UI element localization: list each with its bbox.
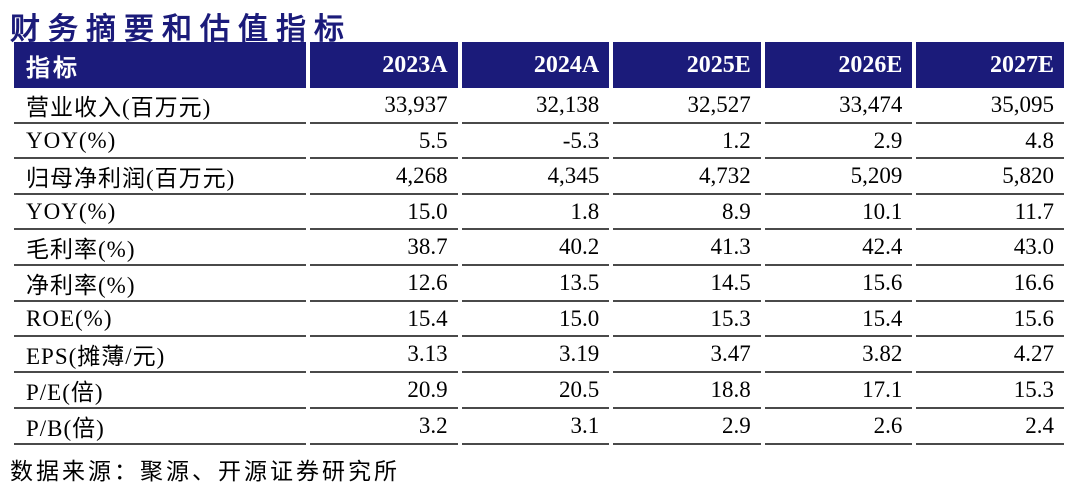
cell-value: 5,209 bbox=[764, 159, 913, 195]
table-header-row: 指标 2023A 2024A 2025E 2026E 2027E bbox=[14, 42, 1064, 88]
cell-value: 15.6 bbox=[764, 266, 913, 302]
cell-value: 18.8 bbox=[613, 373, 761, 409]
row-label: EPS(摊薄/元) bbox=[14, 337, 306, 373]
table-row: P/E(倍) 20.9 20.5 18.8 17.1 15.3 bbox=[14, 373, 1064, 409]
data-source-note: 数据来源：聚源、开源证券研究所 bbox=[10, 459, 400, 484]
cell-value: 13.5 bbox=[461, 266, 610, 302]
cell-value: 8.9 bbox=[613, 195, 761, 230]
table-row: ROE(%) 15.4 15.0 15.3 15.4 15.6 bbox=[14, 302, 1064, 337]
table-row: EPS(摊薄/元) 3.13 3.19 3.47 3.82 4.27 bbox=[14, 337, 1064, 373]
cell-value: 12.6 bbox=[310, 266, 458, 302]
column-header-indicator: 指标 bbox=[14, 42, 306, 88]
cell-value: 14.5 bbox=[613, 266, 761, 302]
cell-value: 40.2 bbox=[461, 230, 610, 266]
cell-value: 10.1 bbox=[764, 195, 913, 230]
cell-value: 15.4 bbox=[310, 302, 458, 337]
column-header-2026E: 2026E bbox=[764, 42, 913, 88]
cell-value: 20.9 bbox=[310, 373, 458, 409]
cell-value: 15.0 bbox=[461, 302, 610, 337]
table-body: 营业收入(百万元) 33,937 32,138 32,527 33,474 35,095 Y… bbox=[14, 88, 1064, 445]
cell-value: 42.4 bbox=[764, 230, 913, 266]
cell-value: 15.3 bbox=[916, 373, 1064, 409]
column-header-2023A: 2023A bbox=[310, 42, 458, 88]
table-row: YOY(%) 5.5 -5.3 1.2 2.9 4.8 bbox=[14, 124, 1064, 159]
cell-value: 15.0 bbox=[310, 195, 458, 230]
cell-value: 20.5 bbox=[461, 373, 610, 409]
column-header-2025E: 2025E bbox=[613, 42, 761, 88]
cell-value: 3.13 bbox=[310, 337, 458, 373]
cell-value: 3.19 bbox=[461, 337, 610, 373]
cell-value: 4,268 bbox=[310, 159, 458, 195]
cell-value: 1.2 bbox=[613, 124, 761, 159]
cell-value: 2.6 bbox=[764, 409, 913, 445]
cell-value: 15.3 bbox=[613, 302, 761, 337]
cell-value: 3.2 bbox=[310, 409, 458, 445]
row-label: P/B(倍) bbox=[14, 409, 306, 445]
cell-value: 33,937 bbox=[310, 88, 458, 124]
table-row: 净利率(%) 12.6 13.5 14.5 15.6 16.6 bbox=[14, 266, 1064, 302]
cell-value: 17.1 bbox=[764, 373, 913, 409]
cell-value: 4.8 bbox=[916, 124, 1064, 159]
cell-value: -5.3 bbox=[461, 124, 610, 159]
table-row: YOY(%) 15.0 1.8 8.9 10.1 11.7 bbox=[14, 195, 1064, 230]
row-label: ROE(%) bbox=[14, 302, 306, 337]
cell-value: 3.47 bbox=[613, 337, 761, 373]
row-label: P/E(倍) bbox=[14, 373, 306, 409]
row-label: 毛利率(%) bbox=[14, 230, 306, 266]
cell-value: 2.4 bbox=[916, 409, 1064, 445]
row-label: 归母净利润(百万元) bbox=[14, 159, 306, 195]
row-label: YOY(%) bbox=[14, 195, 306, 230]
row-label: YOY(%) bbox=[14, 124, 306, 159]
cell-value: 15.4 bbox=[764, 302, 913, 337]
table-row: 归母净利润(百万元) 4,268 4,345 4,732 5,209 5,820 bbox=[14, 159, 1064, 195]
cell-value: 32,527 bbox=[613, 88, 761, 124]
table-row: 营业收入(百万元) 33,937 32,138 32,527 33,474 35,095 bbox=[14, 88, 1064, 124]
cell-value: 41.3 bbox=[613, 230, 761, 266]
cell-value: 16.6 bbox=[916, 266, 1064, 302]
cell-value: 5.5 bbox=[310, 124, 458, 159]
cell-value: 3.82 bbox=[764, 337, 913, 373]
table-header: 指标 2023A 2024A 2025E 2026E 2027E bbox=[14, 42, 1064, 88]
cell-value: 2.9 bbox=[764, 124, 913, 159]
table-row: P/B(倍) 3.2 3.1 2.9 2.6 2.4 bbox=[14, 409, 1064, 445]
cell-value: 15.6 bbox=[916, 302, 1064, 337]
cell-value: 3.1 bbox=[461, 409, 610, 445]
column-header-2027E: 2027E bbox=[916, 42, 1064, 88]
cell-value: 4,732 bbox=[613, 159, 761, 195]
cell-value: 43.0 bbox=[916, 230, 1064, 266]
cell-value: 1.8 bbox=[461, 195, 610, 230]
cell-value: 35,095 bbox=[916, 88, 1064, 124]
page-title: 财务摘要和估值指标 bbox=[10, 13, 352, 46]
cell-value: 33,474 bbox=[764, 88, 913, 124]
table-row: 毛利率(%) 38.7 40.2 41.3 42.4 43.0 bbox=[14, 230, 1064, 266]
financial-summary-table: 指标 2023A 2024A 2025E 2026E 2027E 营业收入(百万元) 33,… bbox=[10, 42, 1068, 445]
cell-value: 4.27 bbox=[916, 337, 1064, 373]
row-label: 营业收入(百万元) bbox=[14, 88, 306, 124]
cell-value: 38.7 bbox=[310, 230, 458, 266]
cell-value: 5,820 bbox=[916, 159, 1064, 195]
cell-value: 32,138 bbox=[461, 88, 610, 124]
column-header-2024A: 2024A bbox=[461, 42, 610, 88]
cell-value: 11.7 bbox=[916, 195, 1064, 230]
cell-value: 2.9 bbox=[613, 409, 761, 445]
cell-value: 4,345 bbox=[461, 159, 610, 195]
row-label: 净利率(%) bbox=[14, 266, 306, 302]
